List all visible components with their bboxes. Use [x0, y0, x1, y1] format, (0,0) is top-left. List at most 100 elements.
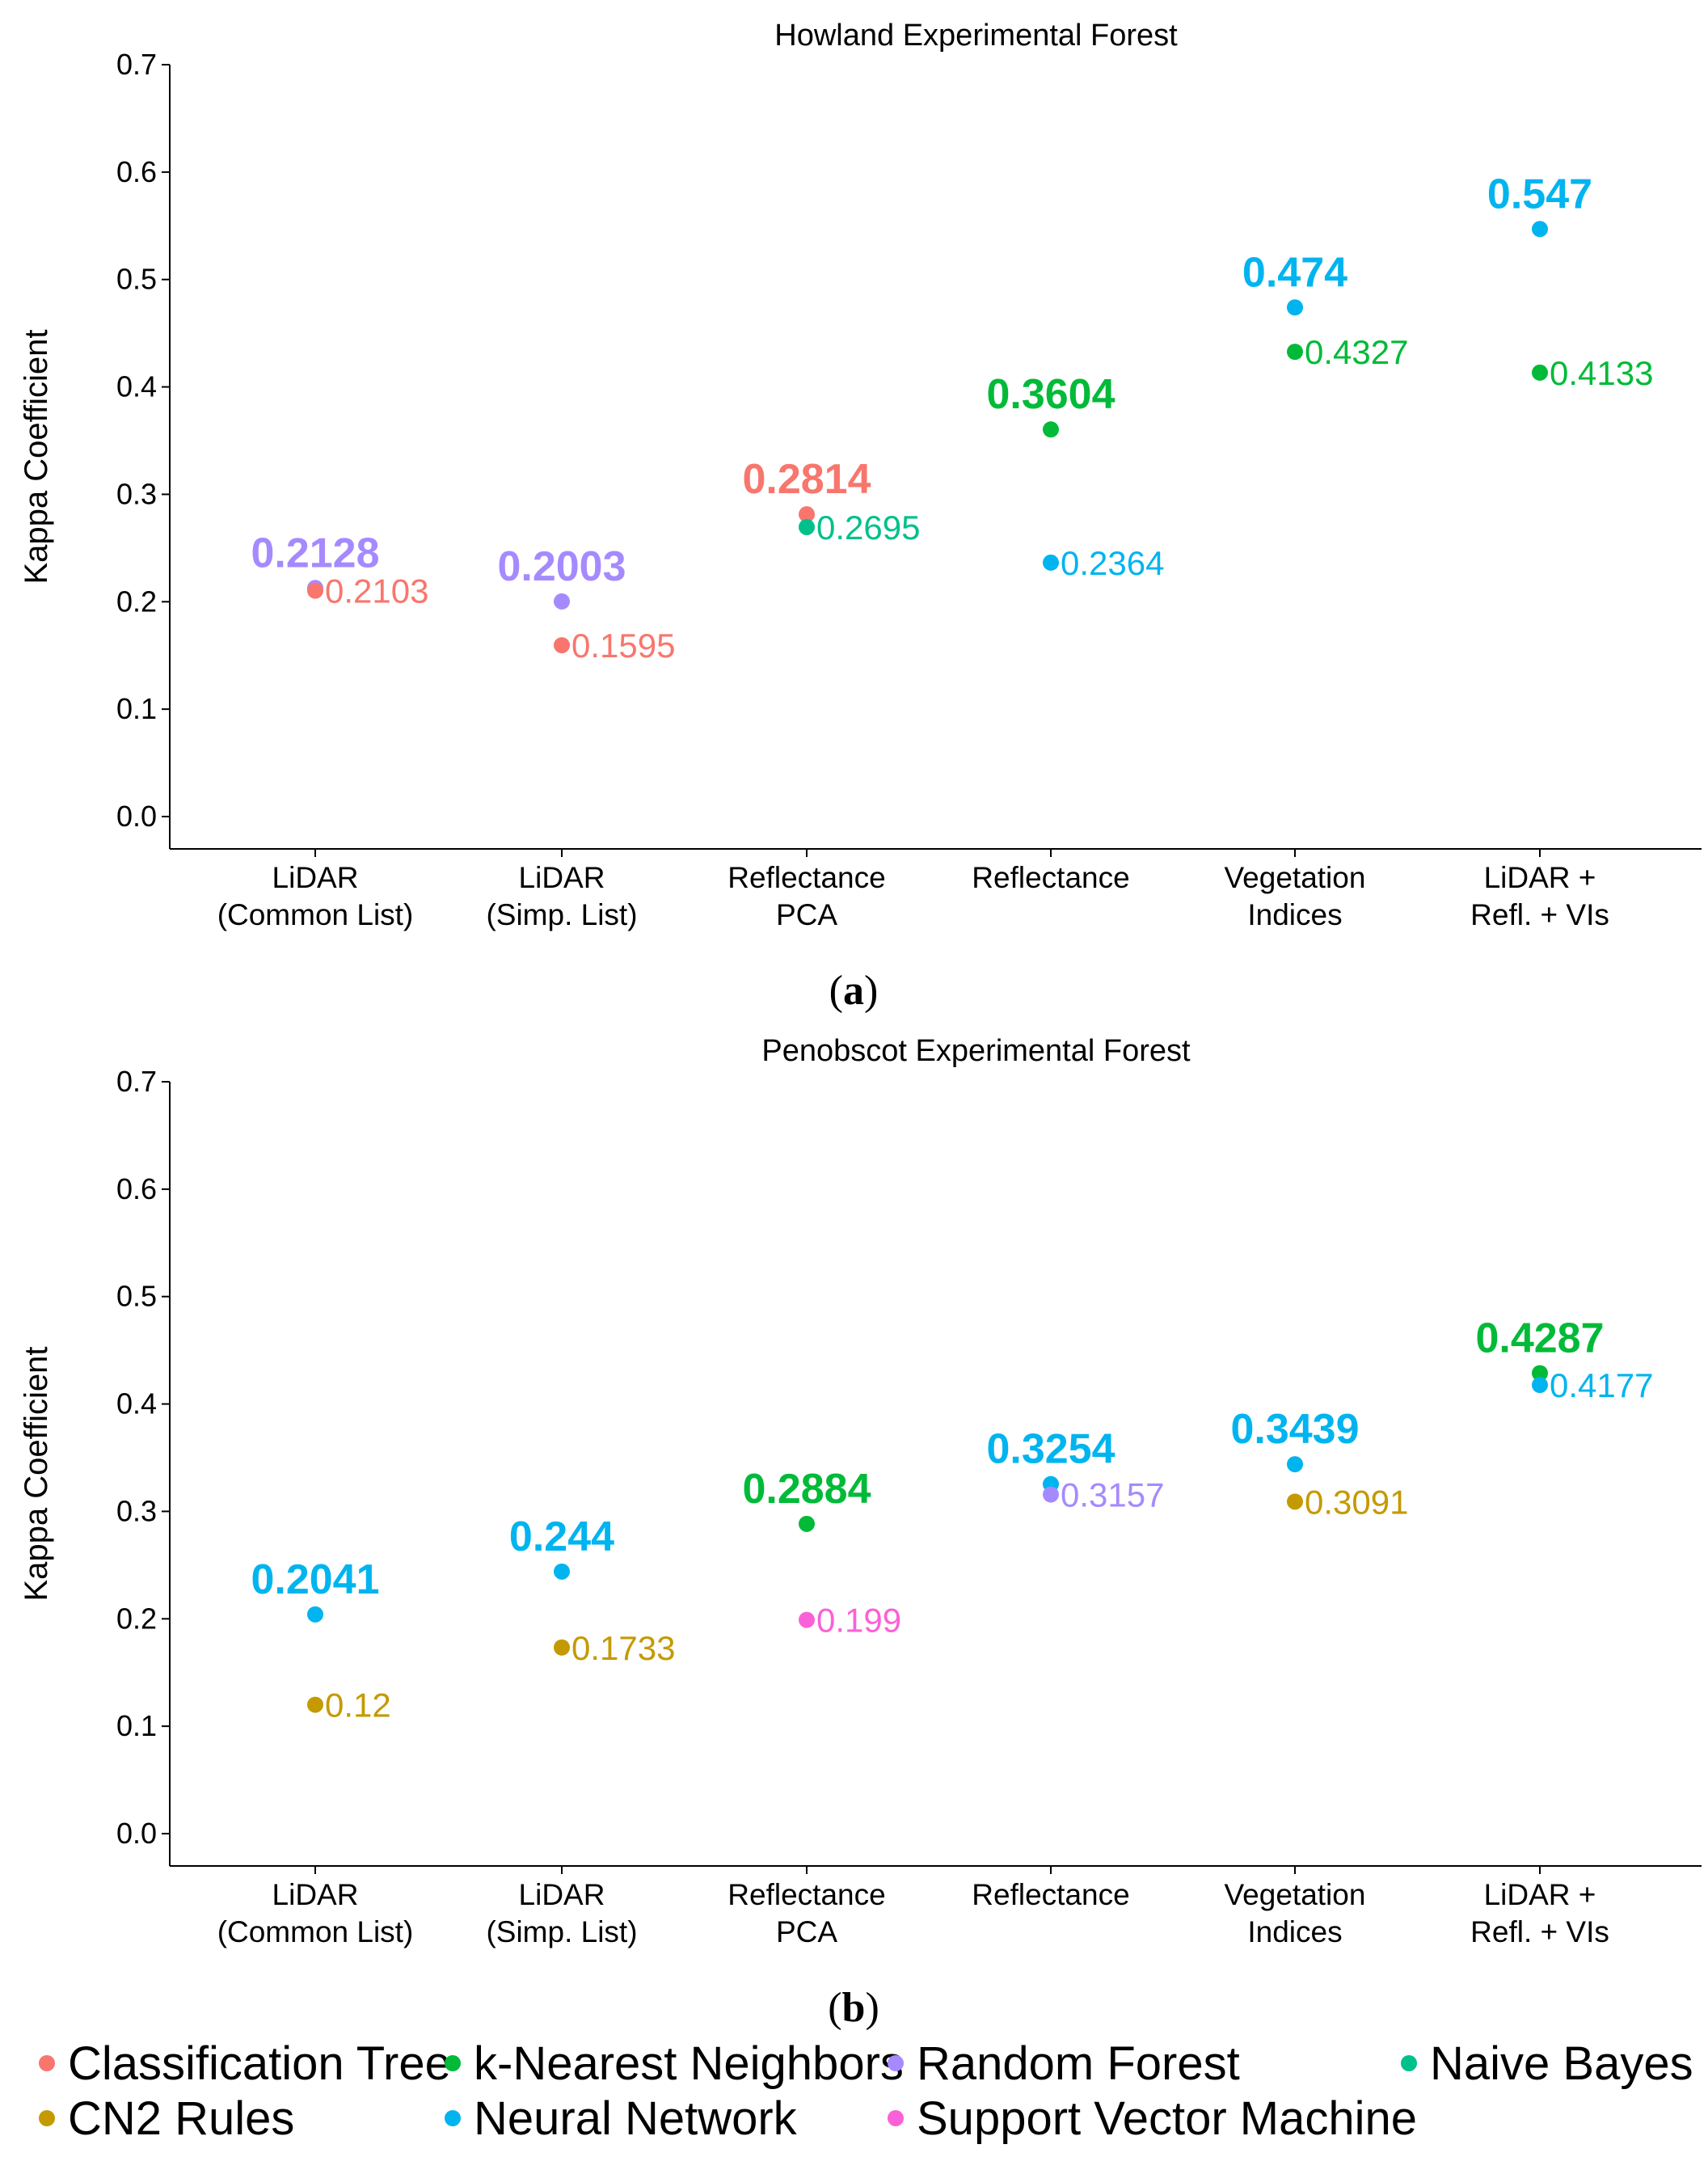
x-tick-label: (Common List): [217, 898, 414, 931]
y-tick-label: 0.3: [116, 1494, 157, 1527]
subfigure-label-part: (: [829, 968, 843, 1014]
x-tick-label: (Simp. List): [486, 1915, 637, 1948]
data-point: [554, 1563, 570, 1580]
x-tick-label: Vegetation: [1225, 1878, 1366, 1911]
data-label: 0.1595: [571, 627, 675, 665]
legend-marker: [445, 2055, 461, 2071]
data-label: 0.2103: [325, 572, 428, 610]
data-point: [1043, 554, 1059, 571]
x-tick-label: LiDAR: [272, 1878, 359, 1911]
y-tick-label: 0.6: [116, 155, 157, 188]
y-tick-label: 0.1: [116, 1709, 157, 1742]
x-tick-label: LiDAR: [519, 861, 605, 894]
data-label: 0.3439: [1230, 1406, 1359, 1453]
x-tick-label: Vegetation: [1225, 861, 1366, 894]
x-tick-label: Indices: [1247, 1915, 1342, 1948]
legend-label: k-Nearest Neighbors: [474, 2037, 904, 2090]
y-tick-label: 0.0: [116, 800, 157, 833]
x-tick-label: Refl. + VIs: [1470, 1915, 1609, 1948]
data-point: [799, 518, 815, 535]
data-label: 0.547: [1487, 171, 1592, 217]
data-point: [1532, 221, 1548, 238]
legend-label: Support Vector Machine: [917, 2092, 1417, 2145]
data-label: 0.244: [509, 1513, 614, 1560]
data-label: 0.4287: [1475, 1315, 1604, 1361]
data-point: [554, 637, 570, 654]
y-tick-label: 0.7: [116, 48, 157, 81]
subfigure-label: (a): [829, 968, 879, 1014]
chart-title: Penobscot Experimental Forest: [761, 1034, 1191, 1068]
data-point: [1532, 364, 1548, 381]
y-tick-label: 0.7: [116, 1065, 157, 1098]
subfigure-label-part: b: [842, 1985, 866, 2031]
data-label: 0.2884: [742, 1466, 871, 1513]
y-tick-label: 0.3: [116, 477, 157, 510]
data-label: 0.3091: [1305, 1483, 1408, 1521]
legend-label: Neural Network: [474, 2092, 798, 2145]
data-point: [554, 593, 570, 610]
y-tick-label: 0.5: [116, 263, 157, 296]
x-tick-label: Reflectance: [972, 1878, 1129, 1911]
subfigure-label-part: a: [843, 968, 864, 1014]
x-tick-label: PCA: [776, 1915, 837, 1948]
y-tick-label: 0.2: [116, 1602, 157, 1635]
x-tick-label: Indices: [1247, 898, 1342, 931]
data-label: 0.3604: [986, 371, 1115, 418]
data-label: 0.2128: [251, 530, 379, 576]
legend-label: CN2 Rules: [68, 2092, 294, 2145]
data-point: [307, 582, 323, 599]
legend-marker: [39, 2110, 55, 2126]
y-axis-label: Kappa Coefficient: [19, 329, 54, 584]
data-label: 0.2364: [1061, 544, 1164, 582]
data-label: 0.4327: [1305, 333, 1408, 371]
data-point: [799, 1611, 815, 1628]
data-point: [554, 1639, 570, 1656]
data-label: 0.1733: [571, 1629, 675, 1667]
data-point: [1043, 1486, 1059, 1503]
data-label: 0.3157: [1061, 1476, 1164, 1514]
subfigure-label-part: (: [828, 1985, 841, 2031]
subfigure-label-part: ): [865, 1985, 879, 2031]
legend-label: Random Forest: [917, 2037, 1240, 2090]
x-tick-label: LiDAR +: [1484, 861, 1596, 894]
x-tick-label: Reflectance: [727, 1878, 885, 1911]
data-label: 0.2003: [497, 543, 626, 590]
x-tick-label: LiDAR +: [1484, 1878, 1596, 1911]
subfigure-label-part: ): [864, 968, 878, 1014]
legend-label: Naive Bayes: [1430, 2037, 1693, 2090]
x-tick-label: Reflectance: [727, 861, 885, 894]
chart-title: Howland Experimental Forest: [774, 19, 1178, 53]
legend-marker: [888, 2055, 904, 2071]
data-point: [307, 1606, 323, 1623]
data-point: [307, 1696, 323, 1713]
data-point: [799, 506, 815, 523]
data-label: 0.199: [816, 1602, 901, 1640]
y-tick-label: 0.2: [116, 585, 157, 618]
x-tick-label: (Simp. List): [486, 898, 637, 931]
data-point: [1532, 1377, 1548, 1394]
data-point: [1043, 421, 1059, 438]
x-tick-label: LiDAR: [272, 861, 359, 894]
data-point: [799, 1515, 815, 1532]
y-tick-label: 0.5: [116, 1280, 157, 1313]
legend-marker: [445, 2110, 461, 2126]
y-tick-label: 0.1: [116, 692, 157, 725]
x-tick-label: Reflectance: [972, 861, 1129, 894]
data-label: 0.2695: [816, 509, 920, 547]
data-point: [1287, 1456, 1303, 1473]
legend-marker: [39, 2055, 55, 2071]
y-tick-label: 0.4: [116, 370, 157, 403]
x-tick-label: PCA: [776, 898, 837, 931]
data-label: 0.4133: [1550, 354, 1653, 392]
legend-marker: [1401, 2055, 1417, 2071]
x-tick-label: Refl. + VIs: [1470, 898, 1609, 931]
data-point: [1287, 1493, 1303, 1510]
data-label: 0.474: [1242, 249, 1347, 296]
y-tick-label: 0.4: [116, 1387, 157, 1420]
x-tick-label: LiDAR: [519, 1878, 605, 1911]
data-label: 0.12: [325, 1686, 391, 1724]
data-point: [1287, 299, 1303, 316]
y-tick-label: 0.6: [116, 1172, 157, 1205]
data-label: 0.3254: [986, 1426, 1115, 1473]
